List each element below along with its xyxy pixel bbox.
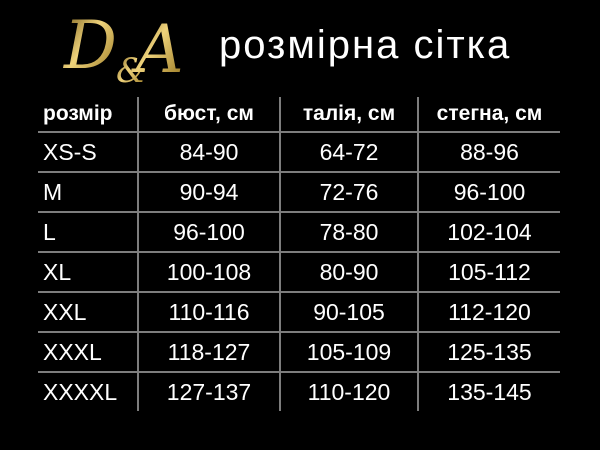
bust-cell: 96-100: [137, 212, 280, 252]
column-header-hips: стегна, см: [417, 97, 560, 132]
table-header-row: розмір бюст, см талія, см стегна, см: [38, 97, 560, 132]
brand-logo-da: D & A: [63, 7, 184, 91]
size-chart-page: D & A розмірна сітка розмір бюст, см тал…: [0, 0, 600, 411]
hips-cell: 125-135: [417, 332, 560, 372]
waist-cell: 90-105: [279, 292, 418, 332]
column-header-waist: талія, см: [279, 97, 418, 132]
brand-header: D & A розмірна сітка: [0, 0, 600, 97]
table-row: L 96-100 78-80 102-104: [38, 212, 560, 252]
size-table: розмір бюст, см талія, см стегна, см XS-…: [38, 97, 560, 411]
size-cell: L: [43, 218, 56, 245]
logo-ampersand-icon: &: [116, 51, 146, 91]
bust-cell: 118-127: [137, 332, 280, 372]
table-row: XXL 110-116 90-105 112-120: [38, 292, 560, 332]
table-row: M 90-94 72-76 96-100: [38, 172, 560, 212]
size-cell: XS-S: [43, 138, 97, 165]
bust-cell: 127-137: [137, 372, 280, 411]
waist-cell: 105-109: [279, 332, 418, 372]
size-cell: XXL: [43, 298, 87, 325]
bust-cell: 90-94: [137, 172, 280, 212]
bust-cell: 100-108: [137, 252, 280, 292]
hips-cell: 112-120: [417, 292, 560, 332]
column-header-size: розмір: [43, 102, 113, 125]
bust-cell: 84-90: [137, 132, 280, 172]
table-row: XXXXL 127-137 110-120 135-145: [38, 372, 560, 411]
waist-cell: 72-76: [279, 172, 418, 212]
waist-cell: 78-80: [279, 212, 418, 252]
size-cell: M: [43, 178, 63, 205]
hips-cell: 88-96: [417, 132, 560, 172]
waist-cell: 64-72: [279, 132, 418, 172]
size-cell: XXXL: [43, 338, 102, 365]
size-cell: XXXXL: [43, 378, 118, 405]
logo-letter-d: D: [63, 7, 117, 84]
waist-cell: 80-90: [279, 252, 418, 292]
hips-cell: 102-104: [417, 212, 560, 252]
page-title: розмірна сітка: [219, 23, 512, 67]
hips-cell: 105-112: [417, 252, 560, 292]
column-header-bust: бюст, см: [137, 97, 280, 132]
waist-cell: 110-120: [279, 372, 418, 411]
size-cell: XL: [43, 258, 72, 285]
table-row: XXXL 118-127 105-109 125-135: [38, 332, 560, 372]
logo-letter-a: A: [130, 11, 184, 88]
hips-cell: 135-145: [417, 372, 560, 411]
table-row: XL 100-108 80-90 105-112: [38, 252, 560, 292]
bust-cell: 110-116: [137, 292, 280, 332]
table-row: XS-S 84-90 64-72 88-96: [38, 132, 560, 172]
hips-cell: 96-100: [417, 172, 560, 212]
